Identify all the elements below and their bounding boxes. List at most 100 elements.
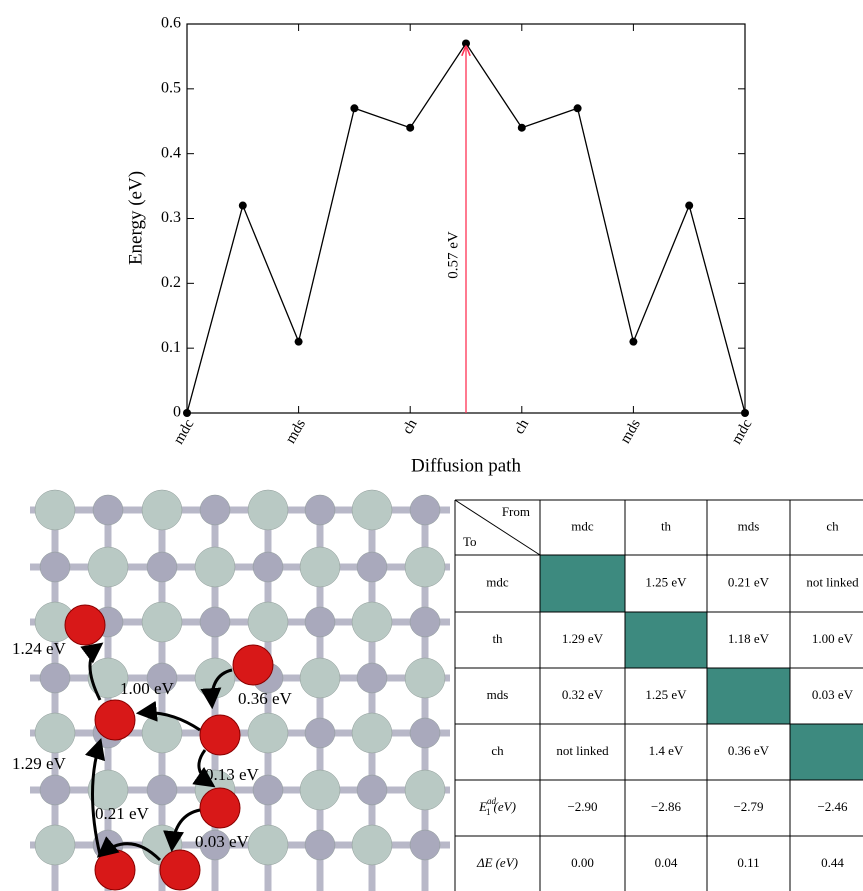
atom — [404, 769, 446, 811]
arrow — [80, 642, 104, 701]
table-cell: 1.18 eV — [728, 631, 770, 646]
row-header: th — [492, 631, 503, 646]
diagonal-cell — [707, 668, 790, 724]
table-cell: 1.00 eV — [812, 631, 854, 646]
row-header-unit: (eV) — [494, 799, 516, 814]
atom — [409, 829, 441, 861]
atom — [356, 662, 388, 694]
atom — [304, 717, 336, 749]
table-cell: 0.04 — [655, 855, 678, 870]
table-rule — [454, 499, 541, 556]
table-cell: 0.11 — [737, 855, 759, 870]
atom — [252, 774, 284, 806]
atom — [247, 824, 289, 866]
x-tick-label: ch — [511, 416, 532, 437]
energy-label: 0.21 eV — [95, 804, 150, 823]
table-cell: 0.36 eV — [728, 743, 770, 758]
atom — [39, 551, 71, 583]
point — [685, 201, 694, 210]
table-cell: 0.21 eV — [728, 574, 770, 589]
atom — [39, 662, 71, 694]
atom — [146, 774, 178, 806]
table-cell: 0.03 eV — [812, 687, 854, 702]
annotation-label: 0.57 eV — [445, 231, 461, 279]
atom — [299, 769, 341, 811]
row-header: Ead 1 (eV) — [478, 796, 516, 817]
y-tick-label: 0 — [173, 404, 181, 421]
x-tick-label: mdc — [729, 416, 756, 447]
atom — [351, 712, 393, 754]
atom — [87, 546, 129, 588]
atom — [252, 551, 284, 583]
atom — [351, 824, 393, 866]
atom — [356, 551, 388, 583]
atom — [146, 662, 178, 694]
column-header: mds — [738, 518, 760, 533]
y-tick-label: 0.6 — [161, 15, 181, 32]
table-cell: 1.4 eV — [649, 743, 684, 758]
atom — [141, 489, 183, 531]
lattice-image: 1.24 eV 1.00 eV 0.36 eV 1.29 eV 0.13 eV 0.21 … — [12, 489, 450, 891]
y-tick-label: 0.2 — [161, 274, 181, 291]
atom — [194, 546, 236, 588]
adatom — [159, 849, 201, 891]
row-header-base: ΔE — [476, 855, 493, 870]
arrow — [163, 808, 201, 853]
adatom — [199, 787, 241, 829]
atom — [409, 606, 441, 638]
column-header: ch — [826, 518, 839, 533]
atom — [199, 829, 231, 861]
point — [406, 123, 415, 132]
atom — [304, 829, 336, 861]
point — [183, 409, 191, 417]
atom — [409, 494, 441, 526]
table-cell: 0.00 — [571, 855, 594, 870]
table-cell: 1.25 eV — [645, 574, 687, 589]
table-cell: 1.29 eV — [562, 631, 604, 646]
point — [741, 409, 749, 417]
row-header: mds — [487, 687, 509, 702]
atom — [356, 774, 388, 806]
atom — [87, 769, 129, 811]
table: From To mdc th mds ch mdc 1.25 eV 0.21 eV not lin… — [454, 499, 863, 891]
adatom — [199, 714, 241, 756]
point — [462, 39, 470, 48]
energy-label: 0.03 eV — [195, 832, 250, 851]
atom — [304, 494, 336, 526]
energy-label: 0.36 eV — [238, 689, 293, 708]
atom — [351, 601, 393, 643]
energy-label: 0.13 eV — [205, 765, 260, 784]
diagonal-cell — [540, 555, 625, 612]
point — [629, 337, 638, 346]
diagonal-cell — [790, 724, 863, 780]
table-cell: −2.90 — [567, 799, 597, 814]
point — [238, 201, 247, 210]
y-axis-label: Energy (eV) — [125, 171, 146, 265]
energy-label: 1.24 eV — [12, 639, 67, 658]
table-cell: not linked — [556, 743, 609, 758]
point — [350, 104, 359, 113]
point — [294, 337, 303, 346]
row-header-base: E — [478, 799, 487, 814]
energy-label: 1.00 eV — [120, 679, 175, 698]
row-header-sub: 1 — [486, 807, 491, 817]
atom — [87, 657, 129, 699]
arrow — [135, 700, 201, 732]
atom — [404, 657, 446, 699]
diagonal-cell — [625, 612, 707, 668]
row-header: ΔE (eV) — [476, 855, 518, 870]
table-cell: −2.86 — [651, 799, 682, 814]
atom — [199, 606, 231, 638]
y-tick-label: 0.5 — [161, 80, 181, 97]
atom — [34, 489, 76, 531]
point — [517, 123, 526, 132]
corner-to: To — [463, 534, 477, 549]
atom — [247, 489, 289, 531]
row-header-unit: (eV) — [496, 855, 518, 870]
adatom — [64, 604, 106, 646]
x-tick-label: ch — [400, 416, 421, 437]
atom — [39, 774, 71, 806]
atom — [404, 546, 446, 588]
y-tick-label: 0.3 — [161, 209, 181, 226]
